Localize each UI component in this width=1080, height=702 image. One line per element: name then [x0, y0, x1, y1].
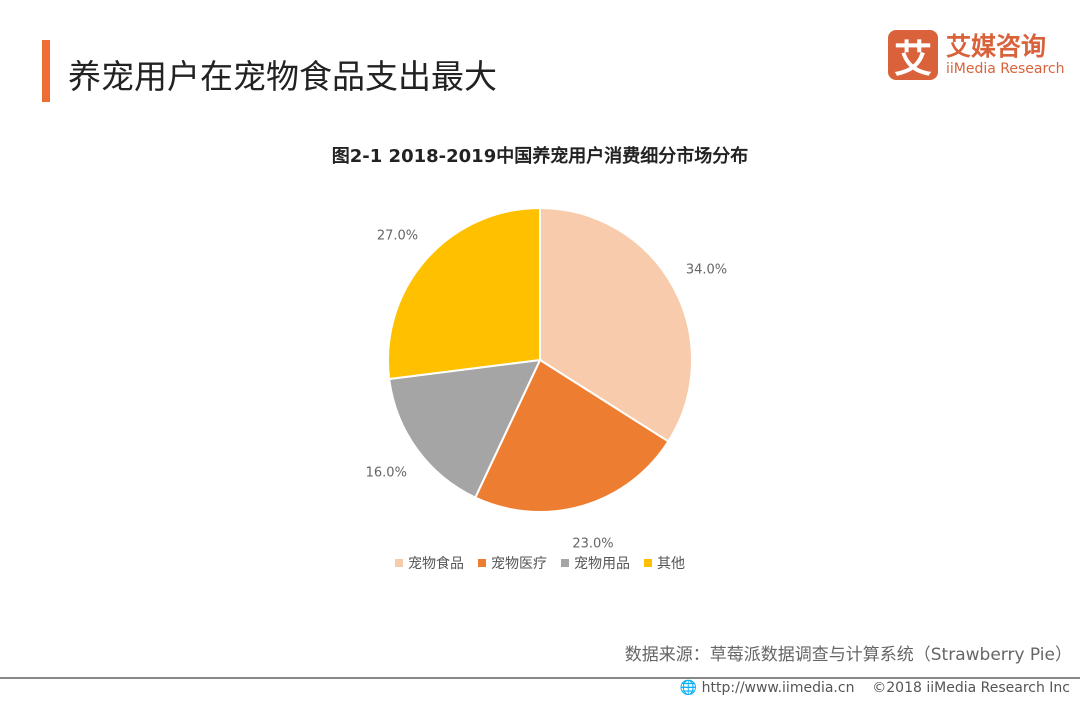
logo-mark: 艾 — [888, 30, 938, 81]
legend-item: 其他 — [644, 553, 685, 573]
legend-item: 宠物医疗 — [478, 553, 547, 573]
legend-swatch — [644, 559, 652, 567]
chart-title: 图2-1 2018-2019中国养宠用户消费细分市场分布 — [331, 146, 749, 167]
data-label: 34.0% — [686, 262, 727, 277]
footer-url[interactable]: http://www.iimedia.cn — [701, 680, 855, 696]
legend: 宠物食品 宠物医疗 宠物用品 其他 — [0, 553, 1080, 573]
globe-icon: 🌐 — [679, 680, 698, 696]
data-label: 16.0% — [366, 466, 407, 481]
pie-slice-1 — [473, 358, 670, 513]
legend-item: 宠物食品 — [395, 553, 464, 573]
logo-en: iiMedia Research — [946, 61, 1065, 77]
legend-item: 宠物用品 — [561, 553, 630, 573]
legend-label: 宠物食品 — [408, 556, 464, 572]
legend-swatch — [561, 559, 569, 567]
footer-copyright: ©2018 iiMedia Research Inc — [872, 680, 1070, 696]
logo-cn: 艾媒咨询 — [946, 32, 1047, 61]
pie-slice-2 — [388, 358, 542, 499]
legend-label: 宠物用品 — [574, 556, 630, 572]
iimedia-logo: 艾 艾媒咨询 iiMedia Research — [888, 30, 1065, 81]
pie-slice-3 — [387, 206, 541, 381]
title-accent-bar — [42, 40, 50, 102]
footer: 🌐 http://www.iimedia.cn ©2018 iiMedia Re… — [680, 680, 1070, 696]
legend-label: 其他 — [657, 556, 685, 572]
page-title: 养宠用户在宠物食品支出最大 — [68, 57, 497, 96]
data-label: 23.0% — [572, 536, 613, 551]
legend-label: 宠物医疗 — [491, 556, 547, 572]
data-source: 数据来源：草莓派数据调查与计算系统（Strawberry Pie） — [624, 645, 1072, 665]
legend-swatch — [478, 559, 486, 567]
legend-swatch — [395, 559, 403, 567]
data-label: 27.0% — [377, 228, 418, 243]
footer-divider — [0, 677, 1080, 679]
